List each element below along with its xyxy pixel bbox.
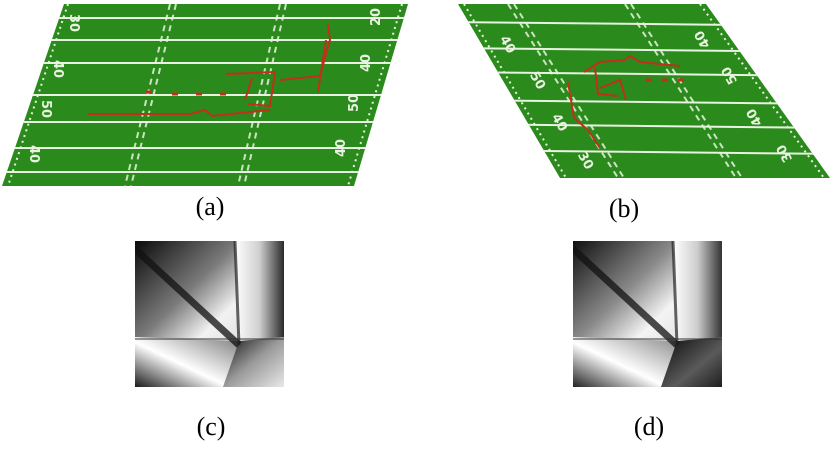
- yard-number: 50: [38, 100, 53, 118]
- caption-b: (b): [608, 194, 640, 223]
- yard-number: 40: [334, 139, 349, 157]
- yard-number: 40: [26, 145, 41, 163]
- yard-number: 30: [66, 14, 81, 32]
- yard-number: 40: [359, 54, 374, 72]
- panel-b-field: 40 50 40 30 40 50 40 30: [450, 0, 837, 190]
- yard-number: 20: [369, 8, 384, 26]
- play-diagram: [88, 23, 332, 118]
- yard-number: 40: [50, 60, 65, 78]
- field-b-surface: [458, 4, 830, 178]
- caption-a: (a): [195, 192, 225, 221]
- panel-c-map: [135, 241, 284, 387]
- panel-a-field: 30 40 50 40 20 40 50 40: [0, 0, 420, 190]
- yard-number: 50: [347, 94, 362, 112]
- play-diagram: [567, 54, 684, 149]
- caption-d: (d): [633, 412, 665, 441]
- panel-d-map: [573, 241, 722, 387]
- caption-c: (c): [196, 412, 226, 441]
